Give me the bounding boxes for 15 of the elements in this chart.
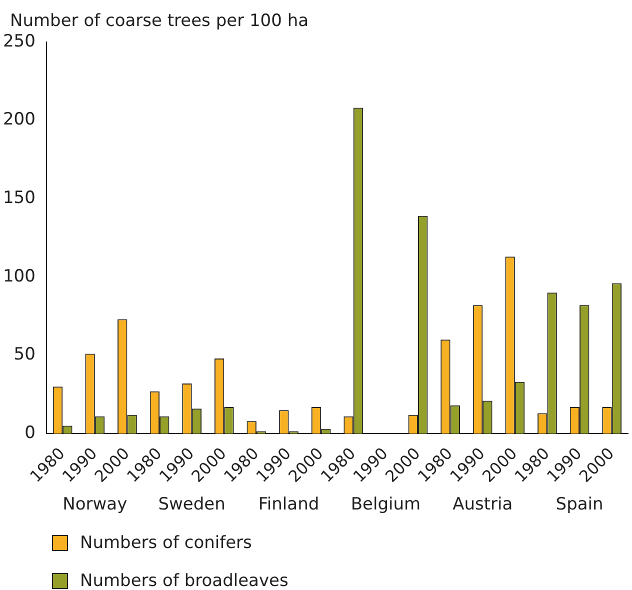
y-tick-label: 0 — [24, 423, 36, 444]
text: Austria — [452, 494, 513, 515]
legend-label: Numbers of conifers — [80, 533, 252, 553]
text: Norway — [62, 494, 128, 515]
y-tick-label: 200 — [2, 110, 36, 130]
text: Finland — [258, 494, 320, 515]
y-tick-label: 250 — [2, 31, 36, 52]
y-tick-label: 150 — [2, 188, 36, 208]
text: Spain — [556, 494, 604, 515]
y-tick-label: 100 — [2, 266, 36, 286]
y-tick-label: 50 — [14, 344, 36, 365]
text: Sweden — [158, 494, 226, 515]
y-axis-title: Number of coarse trees per 100 ha — [10, 11, 309, 31]
legend-label: Numbers of broadleaves — [80, 571, 288, 590]
text: Belgium — [350, 494, 421, 515]
